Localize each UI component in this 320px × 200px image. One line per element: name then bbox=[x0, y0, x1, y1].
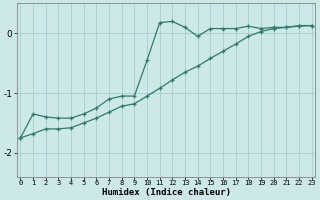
X-axis label: Humidex (Indice chaleur): Humidex (Indice chaleur) bbox=[101, 188, 230, 197]
